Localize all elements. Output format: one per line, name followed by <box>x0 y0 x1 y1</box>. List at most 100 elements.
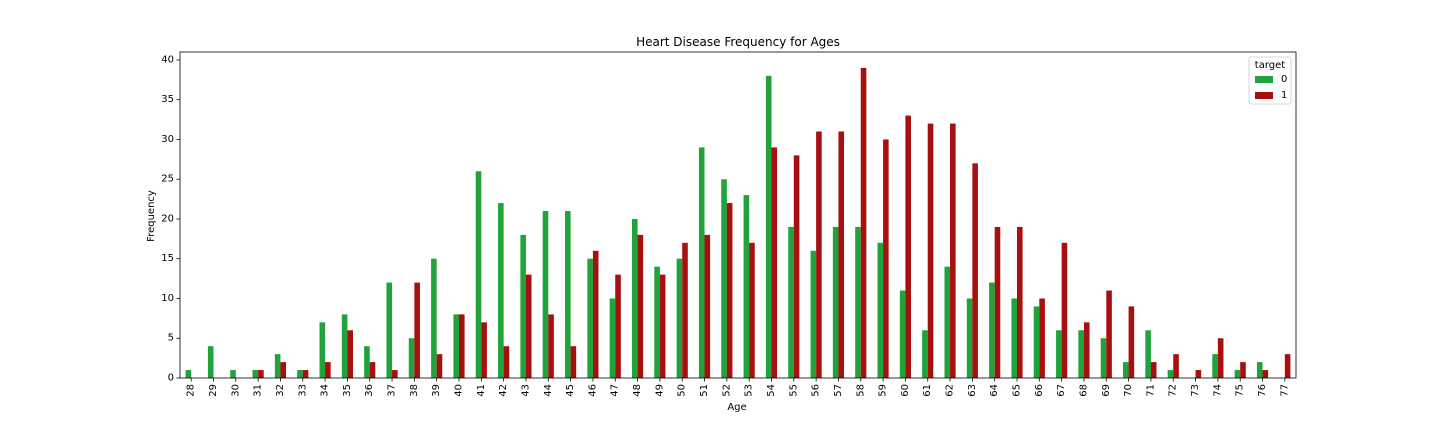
bar-series-1-age-64 <box>994 226 1001 378</box>
y-ticks-group: 0 5 10 15 20 25 30 35 40 <box>161 54 180 384</box>
bar-series-1-age-73 <box>1195 370 1202 378</box>
x-tick-label: 37 <box>387 384 398 397</box>
bar-series-1-age-53 <box>749 242 755 378</box>
bar-series-0-age-72 <box>1167 370 1174 378</box>
bar-series-1-age-62 <box>950 123 956 378</box>
x-tick-label: 77 <box>1279 384 1290 397</box>
y-tick-label: 5 <box>168 333 174 344</box>
bar-series-0-age-38 <box>408 338 415 378</box>
legend-title: target <box>1255 60 1285 71</box>
bar-series-0-age-43 <box>520 234 526 378</box>
bar-series-0-age-34 <box>319 322 326 378</box>
bar-series-0-age-28 <box>185 370 192 378</box>
x-tick-label: 76 <box>1257 384 1268 397</box>
chart-title: Heart Disease Frequency for Ages <box>636 35 840 49</box>
x-tick-label: 47 <box>610 384 621 397</box>
bar-series-0-age-66 <box>1033 306 1040 378</box>
x-tick-label: 38 <box>409 384 420 397</box>
plot-frame <box>179 51 1297 379</box>
bar-series-1-age-67 <box>1061 242 1068 378</box>
bar-series-0-age-46 <box>587 258 593 378</box>
x-tick-label: 70 <box>1123 384 1134 397</box>
bar-series-1-age-63 <box>972 163 978 378</box>
x-tick-label: 51 <box>699 384 710 397</box>
x-tick-label: 60 <box>900 384 911 397</box>
y-tick-label: 30 <box>161 134 174 145</box>
bar-series-0-age-67 <box>1056 330 1062 378</box>
x-tick-label: 45 <box>565 384 576 397</box>
legend-swatch-1 <box>1255 92 1273 99</box>
legend-label-1: 1 <box>1281 90 1287 101</box>
bar-series-0-age-45 <box>565 211 571 378</box>
y-tick-label: 35 <box>161 94 174 105</box>
bar-series-1-age-51 <box>704 234 711 378</box>
bar-series-0-age-48 <box>631 218 638 378</box>
bar-series-0-age-31 <box>252 370 259 378</box>
bar-series-1-age-57 <box>838 131 845 378</box>
bar-series-0-age-75 <box>1234 370 1241 378</box>
bar-series-0-age-49 <box>654 266 660 378</box>
bar-series-1-age-34 <box>325 362 331 378</box>
bar-series-1-age-70 <box>1128 306 1135 378</box>
bar-series-0-age-61 <box>922 330 928 378</box>
x-tick-label: 41 <box>476 384 487 397</box>
bar-series-1-age-55 <box>793 155 800 378</box>
bar-series-0-age-44 <box>542 211 549 378</box>
x-tick-label: 43 <box>520 384 531 397</box>
x-tick-label: 42 <box>498 384 509 397</box>
y-tick-label: 15 <box>161 253 174 264</box>
x-tick-label: 56 <box>811 384 822 397</box>
bar-series-1-age-56 <box>816 131 822 378</box>
x-tick-label: 40 <box>454 384 465 397</box>
bar-series-1-age-69 <box>1106 290 1112 378</box>
bar-series-0-age-53 <box>743 195 750 378</box>
x-tick-label: 64 <box>989 384 1000 397</box>
x-tick-label: 52 <box>721 384 732 397</box>
bar-series-1-age-37 <box>392 370 398 378</box>
bar-series-0-age-57 <box>832 226 839 378</box>
bar-series-1-age-54 <box>771 147 778 378</box>
bar-series-1-age-74 <box>1217 338 1224 378</box>
bar-series-0-age-71 <box>1145 330 1151 378</box>
x-tick-label: 67 <box>1056 384 1067 397</box>
legend-swatch-0 <box>1255 76 1273 83</box>
bar-series-1-age-40 <box>459 314 465 378</box>
bar-series-0-age-56 <box>810 250 817 378</box>
bar-series-1-age-35 <box>347 330 353 378</box>
x-tick-label: 61 <box>922 384 933 397</box>
bar-series-1-age-68 <box>1083 322 1090 378</box>
bar-series-0-age-74 <box>1212 354 1218 378</box>
bar-series-1-age-31 <box>258 370 264 378</box>
x-tick-label: 58 <box>855 384 866 397</box>
x-tick-label: 48 <box>632 384 643 397</box>
x-tick-label: 75 <box>1235 384 1246 397</box>
bar-series-0-age-52 <box>721 179 727 378</box>
bar-series-0-age-59 <box>877 242 884 378</box>
x-tick-label: 57 <box>833 384 844 397</box>
bar-series-1-age-42 <box>503 346 510 378</box>
x-tick-label: 33 <box>297 384 308 397</box>
x-tick-label: 53 <box>744 384 755 397</box>
y-tick-label: 40 <box>161 54 174 65</box>
bar-series-1-age-46 <box>592 250 599 378</box>
bar-series-1-age-52 <box>726 203 733 378</box>
bar-series-0-age-36 <box>364 346 370 378</box>
bar-series-0-age-60 <box>899 290 906 378</box>
bar-series-1-age-38 <box>414 282 420 378</box>
x-tick-label: 65 <box>1012 384 1023 397</box>
bar-series-1-age-39 <box>436 354 443 378</box>
bar-series-1-age-75 <box>1240 362 1246 378</box>
y-tick-label: 25 <box>161 174 174 185</box>
x-tick-label: 34 <box>320 384 331 397</box>
bar-series-0-age-76 <box>1256 362 1263 378</box>
bar-series-0-age-68 <box>1078 330 1084 378</box>
bar-series-0-age-51 <box>698 147 705 378</box>
bar-series-0-age-40 <box>453 314 459 378</box>
x-tick-label: 71 <box>1145 384 1156 397</box>
bar-series-1-age-66 <box>1039 298 1045 378</box>
bar-series-1-age-45 <box>570 346 577 378</box>
x-tick-label: 54 <box>766 384 777 397</box>
y-axis-label: Frequency <box>146 190 157 242</box>
legend: target 0 1 <box>1248 56 1292 105</box>
